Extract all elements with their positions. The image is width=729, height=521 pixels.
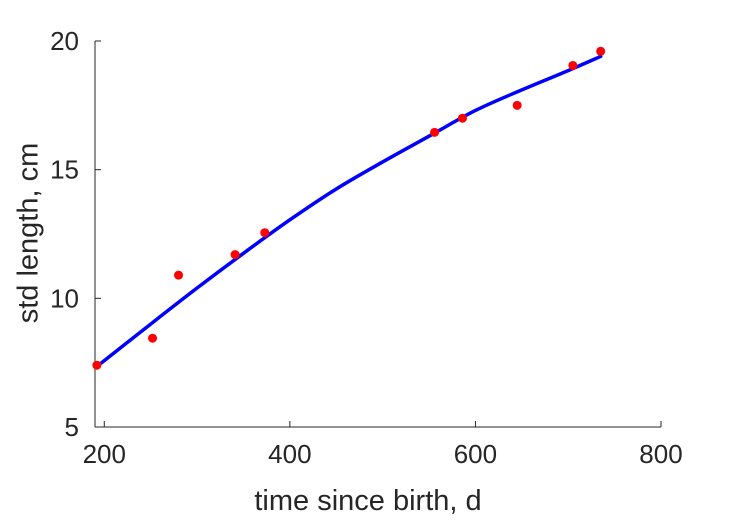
- data-point: [174, 270, 184, 280]
- data-point: [430, 127, 440, 137]
- x-tick-label: 800: [639, 439, 682, 469]
- axes: [94, 41, 661, 428]
- x-tick-label: 400: [268, 439, 311, 469]
- x-tick-label: 600: [454, 439, 497, 469]
- x-tick-label: 200: [83, 439, 126, 469]
- data-point: [596, 46, 606, 56]
- data-point: [148, 333, 158, 343]
- data-point: [512, 100, 522, 110]
- x-axis-label: time since birth, d: [254, 485, 481, 517]
- y-tick-label: 20: [50, 26, 79, 56]
- data-points: [92, 46, 606, 370]
- y-tick-label: 15: [50, 155, 79, 185]
- data-point: [457, 113, 467, 123]
- y-axis-label: std length, cm: [13, 143, 45, 324]
- data-point: [230, 250, 240, 260]
- data-point: [260, 228, 270, 238]
- ticks: 200 400 600 800 5 10 15 20: [50, 26, 683, 469]
- fit-line: [95, 54, 603, 369]
- data-point: [568, 60, 578, 70]
- data-point: [92, 360, 102, 370]
- y-tick-label: 5: [65, 412, 79, 442]
- y-tick-label: 10: [50, 283, 79, 313]
